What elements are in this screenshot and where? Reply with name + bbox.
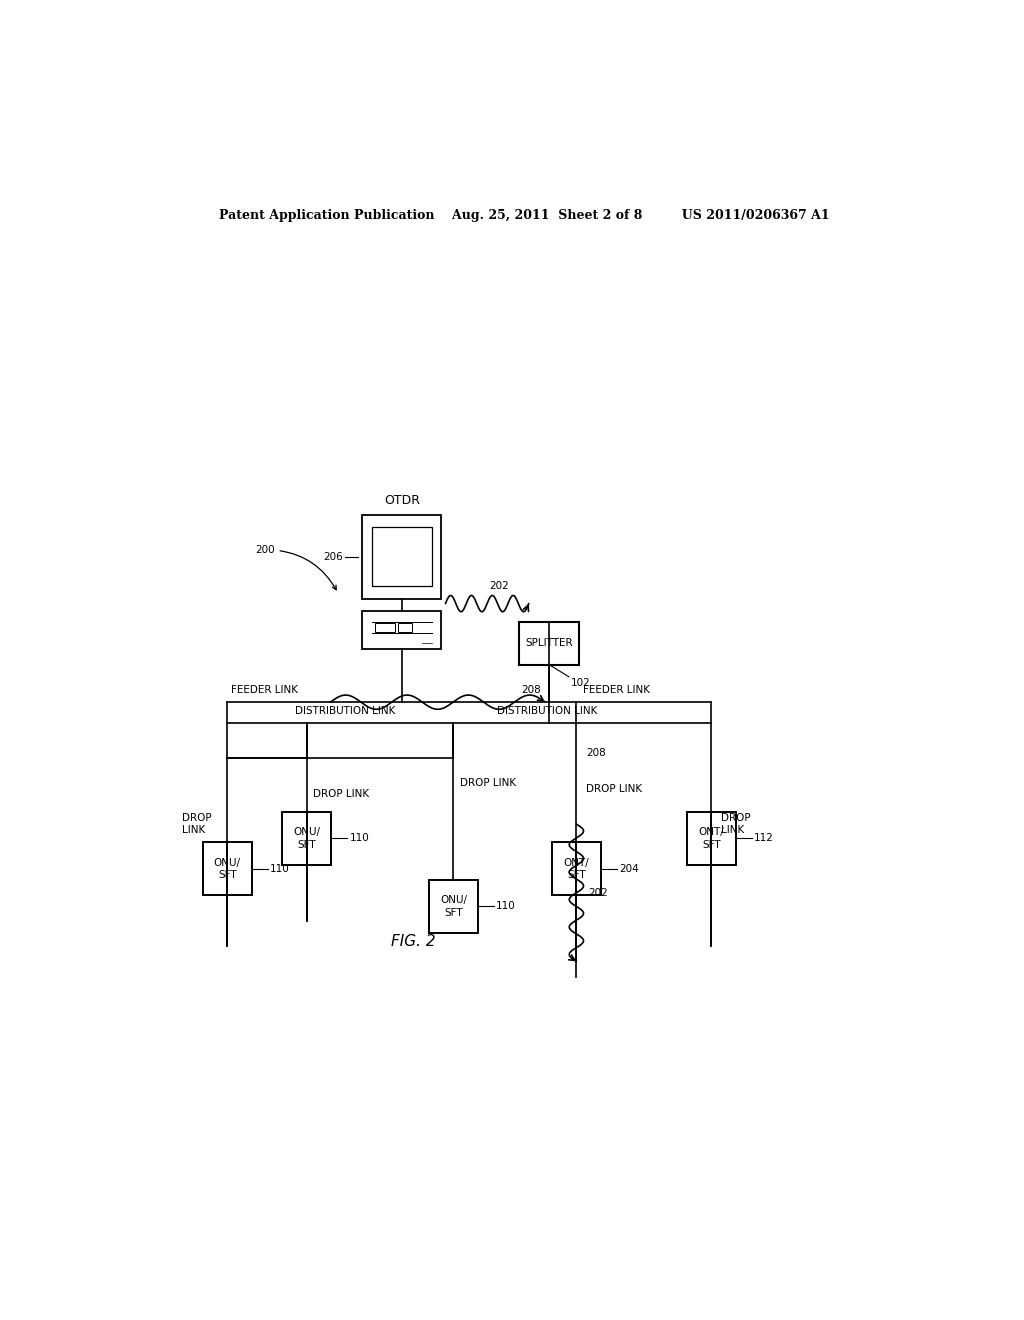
Text: ONU/
SFT: ONU/ SFT [440,895,467,917]
Text: 102: 102 [570,677,590,688]
Text: 110: 110 [270,863,290,874]
Bar [519,622,579,664]
Bar [552,842,601,895]
Bar [362,611,441,649]
Text: Patent Application Publication    Aug. 25, 2011  Sheet 2 of 8         US 2011/02: Patent Application Publication Aug. 25, … [219,209,830,222]
Bar [375,623,394,632]
Bar [362,515,441,598]
Bar [372,528,432,586]
Text: DROP
LINK: DROP LINK [181,813,211,836]
Text: DISTRIBUTION LINK: DISTRIBUTION LINK [497,706,597,717]
Text: FEEDER LINK: FEEDER LINK [583,685,650,696]
Text: 110: 110 [497,902,516,912]
Bar [397,623,412,632]
Text: DROP LINK: DROP LINK [313,788,369,799]
Text: 206: 206 [324,552,343,562]
Text: 110: 110 [349,833,370,843]
Text: 204: 204 [620,863,639,874]
Text: DROP LINK: DROP LINK [460,779,516,788]
Text: 202: 202 [588,888,608,898]
Text: ONU/
SFT: ONU/ SFT [293,828,321,850]
Text: 202: 202 [489,581,509,591]
Text: DROP LINK: DROP LINK [586,784,642,793]
Text: FEEDER LINK: FEEDER LINK [231,685,298,696]
Text: ONT/
SFT: ONT/ SFT [563,858,589,880]
Text: 208: 208 [521,685,541,696]
Text: 208: 208 [586,748,605,758]
Text: 112: 112 [754,833,774,843]
Text: ONT/
SFT: ONT/ SFT [698,828,724,850]
Text: OTDR: OTDR [384,494,420,507]
Bar [429,880,478,933]
Text: FIG. 2: FIG. 2 [391,933,436,949]
Text: 200: 200 [255,545,336,590]
Bar [203,842,252,895]
Bar [282,812,331,865]
Bar [687,812,736,865]
Text: DROP
LINK: DROP LINK [721,813,751,836]
Text: ONU/
SFT: ONU/ SFT [214,858,241,880]
Text: DISTRIBUTION LINK: DISTRIBUTION LINK [295,706,395,717]
Text: SPLITTER: SPLITTER [525,639,572,648]
